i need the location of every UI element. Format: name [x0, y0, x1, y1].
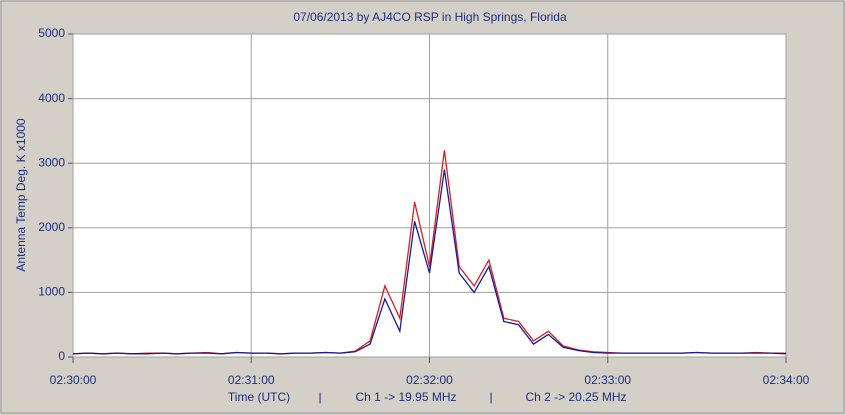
series-line [72, 169, 787, 355]
x-tick-label: 02:33:00 [584, 373, 631, 387]
x-axis-label: Time (UTC) [228, 390, 290, 404]
x-tick-label: 02:34:00 [763, 373, 810, 387]
y-tick-label: 1000 [38, 285, 65, 299]
y-tick-label: 3000 [38, 155, 65, 169]
x-tick-label: 02:31:00 [228, 373, 275, 387]
legend-entry: Ch 2 -> 20.25 MHz [525, 390, 626, 404]
y-tick-label: 4000 [38, 91, 65, 105]
y-axis-label: Antenna Temp Deg. K x1000 [14, 118, 28, 272]
chart-title: 07/06/2013 by AJ4CO RSP in High Springs,… [293, 10, 567, 24]
y-tick-label: 2000 [38, 220, 65, 234]
y-tick-label: 5000 [38, 26, 65, 40]
x-tick-label: 02:30:00 [50, 373, 97, 387]
x-tick-label: 02:32:00 [406, 373, 453, 387]
legend-entry: Ch 1 -> 19.95 MHz [355, 390, 456, 404]
y-tick-label: 0 [58, 349, 65, 363]
separator: | [318, 390, 321, 404]
x-axis-caption: Time (UTC) | Ch 1 -> 19.95 MHz | Ch 2 ->… [228, 390, 627, 404]
separator: | [489, 390, 492, 404]
